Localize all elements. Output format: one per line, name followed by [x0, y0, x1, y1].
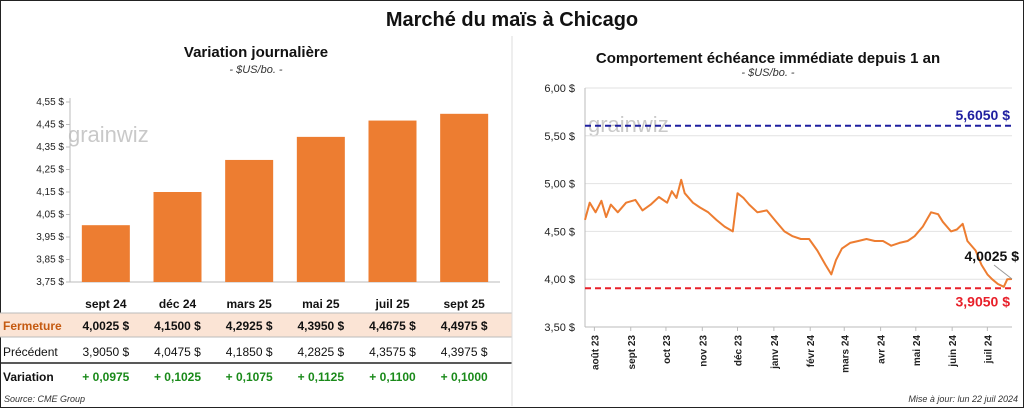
line-x-tick-label: févr 24	[806, 335, 817, 368]
bar-category-label: sept 25	[443, 297, 485, 311]
line-y-tick-label: 5,50 $	[544, 131, 575, 143]
table-cell: 4,1850 $	[226, 345, 273, 359]
line-x-tick-label: juil 24	[983, 335, 994, 365]
table-cell: 4,0025 $	[82, 319, 129, 333]
table-cell: 4,3575 $	[369, 345, 416, 359]
bar-sept-25	[440, 113, 489, 282]
bar-category-label: mars 25	[226, 297, 272, 311]
bar-mars-25	[225, 159, 274, 282]
bar-y-tick-label: 4,55 $	[36, 97, 64, 108]
line-y-tick-label: 4,00 $	[544, 274, 575, 286]
table-cell: 4,1500 $	[154, 319, 201, 333]
table-row-label: Fermeture	[3, 319, 62, 333]
line-x-tick-label: janv 24	[770, 335, 781, 370]
table-cell: 4,2925 $	[226, 319, 273, 333]
table-cell: + 0,0975	[82, 370, 129, 384]
bar-juil-25	[368, 120, 417, 282]
price-series-line	[584, 178, 1013, 288]
table-cell: 4,3950 $	[297, 319, 344, 333]
table-cell: + 0,1025	[154, 370, 201, 384]
bar-category-label: juil 25	[374, 297, 409, 311]
bar-mai-25	[296, 136, 345, 282]
main-title: Marché du maïs à Chicago	[385, 9, 639, 31]
line-x-tick-label: avr 24	[877, 335, 888, 364]
low-reference-label: 3,9050 $	[956, 293, 1011, 309]
bar-y-tick-label: 3,75 $	[36, 277, 64, 288]
bar-y-tick-label: 4,25 $	[36, 165, 64, 176]
table-cell: 4,0475 $	[154, 345, 201, 359]
table-cell: 4,2825 $	[297, 345, 344, 359]
line-y-tick-label: 3,50 $	[544, 322, 575, 334]
line-y-tick-label: 6,00 $	[544, 83, 575, 95]
bar-déc-24	[153, 192, 202, 282]
watermark-left: grainwiz	[68, 122, 149, 147]
table-cell: + 0,1100	[369, 370, 416, 384]
table-row-label: Précédent	[3, 345, 58, 359]
line-y-tick-label: 4,50 $	[544, 226, 575, 238]
bar-category-label: mai 25	[302, 297, 340, 311]
line-y-tick-label: 5,00 $	[544, 179, 575, 191]
line-chart-unit: - $US/bo. -	[741, 67, 795, 79]
line-chart-title: Comportement échéance immédiate depuis 1…	[595, 50, 941, 67]
table-cell: 3,9050 $	[82, 345, 129, 359]
bar-category-label: déc 24	[159, 297, 197, 311]
watermark-right: grainwiz	[588, 112, 669, 137]
last-value-leader	[993, 264, 1013, 280]
bar-y-tick-label: 3,95 $	[36, 232, 64, 243]
bar-y-tick-label: 4,15 $	[36, 187, 64, 198]
table-band-fermeture	[0, 313, 512, 337]
table-cell: 4,4975 $	[441, 319, 488, 333]
table-cell: 4,4675 $	[369, 319, 416, 333]
line-x-tick-label: déc 23	[734, 335, 745, 367]
high-reference-label: 5,6050 $	[956, 107, 1011, 123]
line-x-tick-label: mars 24	[840, 335, 851, 373]
table-cell: + 0,1075	[226, 370, 273, 384]
line-x-tick-label: juin 24	[948, 335, 959, 368]
bar-sept-24	[81, 225, 130, 282]
table-row-label: Variation	[3, 370, 54, 384]
table-cell: 4,3975 $	[441, 345, 488, 359]
last-value-label: 4,0025 $	[965, 248, 1020, 264]
bar-chart-title: Variation journalière	[183, 44, 329, 61]
bar-y-tick-label: 4,05 $	[36, 210, 64, 221]
line-x-tick-label: nov 23	[698, 335, 709, 367]
update-note: Mise à jour: lun 22 juil 2024	[908, 394, 1018, 404]
bar-y-tick-label: 4,45 $	[36, 120, 64, 131]
bar-y-tick-label: 3,85 $	[36, 255, 64, 266]
source-note: Source: CME Group	[4, 394, 86, 404]
line-x-tick-label: sept 23	[627, 335, 638, 370]
line-x-tick-label: oct 23	[662, 335, 673, 364]
line-x-tick-label: août 23	[590, 335, 601, 370]
line-x-tick-label: mai 24	[912, 335, 923, 367]
bar-category-label: sept 24	[85, 297, 127, 311]
bar-chart-unit: - $US/bo. -	[229, 64, 283, 76]
bar-y-tick-label: 4,35 $	[36, 142, 64, 153]
table-cell: + 0,1000	[441, 370, 488, 384]
table-cell: + 0,1125	[298, 370, 345, 384]
